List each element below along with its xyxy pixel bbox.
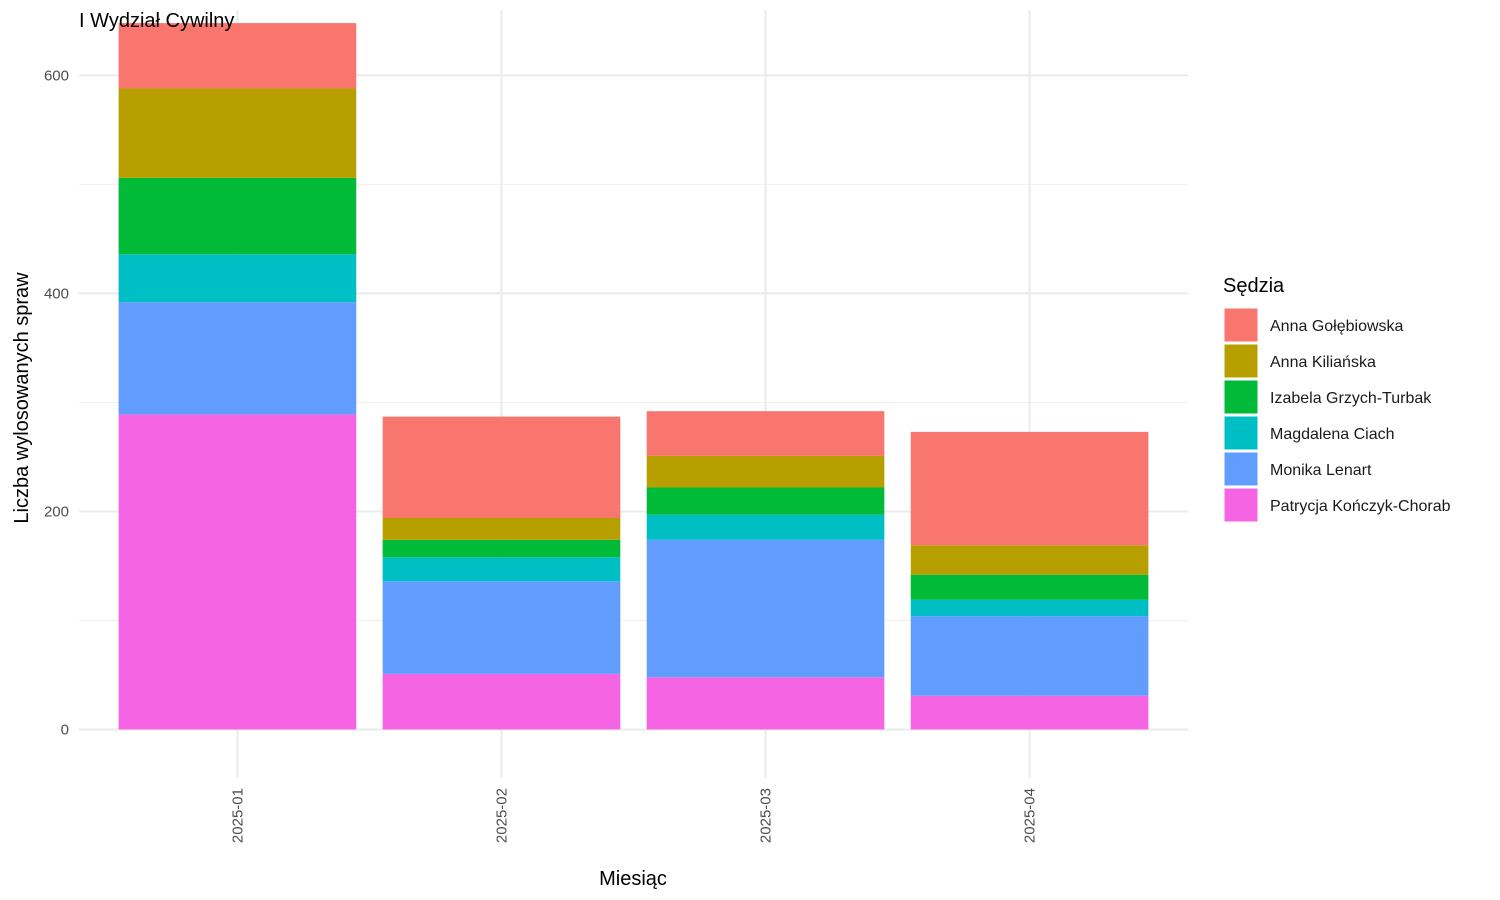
bar-segment	[910, 574, 1149, 600]
chart-title: I Wydział Cywilny	[79, 10, 234, 32]
bar-segment	[382, 673, 621, 730]
bar-segment	[910, 599, 1149, 617]
bar-segment	[646, 487, 885, 515]
legend-swatch	[1223, 343, 1259, 379]
y-tick-label: 400	[44, 285, 69, 302]
legend-swatch	[1223, 379, 1259, 415]
bar-segment	[382, 416, 621, 519]
x-axis-title: Miesiąc	[599, 868, 667, 890]
legend-title: Sędzia	[1223, 275, 1285, 297]
bar-segment	[646, 455, 885, 488]
legend-label: Patrycja Kończyk-Chorab	[1270, 498, 1451, 515]
y-tick-label: 0	[61, 721, 69, 738]
legend-items: Anna Gołębiowska Anna Kiliańska Izabela Gr…	[1223, 307, 1451, 523]
x-tick-labels: 2025-01 2025-02 2025-03 2025-04	[229, 788, 1038, 843]
bar-segment	[382, 557, 621, 582]
bar-segment	[646, 411, 885, 456]
y-tick-labels: 0 200 400 600	[44, 67, 69, 738]
bar-segment	[646, 539, 885, 678]
y-tick-label: 600	[44, 67, 69, 84]
legend-swatch	[1223, 307, 1259, 343]
bar-segment	[910, 431, 1149, 546]
bar-segment	[910, 695, 1149, 730]
x-tick-label: 2025-02	[493, 788, 510, 843]
x-tick-label: 2025-04	[1022, 788, 1039, 843]
bar-segment	[118, 302, 357, 415]
x-tick-label: 2025-03	[758, 788, 775, 843]
legend-label: Anna Gołębiowska	[1270, 318, 1404, 335]
legend-label: Monika Lenart	[1270, 462, 1372, 479]
legend-label: Anna Kiliańska	[1270, 354, 1376, 371]
bar-segment	[646, 677, 885, 730]
bar-segment	[118, 177, 357, 255]
legend-label: Magdalena Ciach	[1270, 426, 1395, 443]
bar-segment	[382, 581, 621, 674]
bar-segment	[118, 414, 357, 730]
bar-segment	[910, 545, 1149, 575]
bar-segment	[646, 514, 885, 540]
bar-segment	[910, 616, 1149, 696]
legend-label: Izabela Grzych-Turbak	[1270, 390, 1432, 407]
x-tick-label: 2025-01	[229, 788, 246, 843]
legend-swatch	[1223, 487, 1259, 523]
y-axis-title: Liczba wylosowanych spraw	[11, 272, 33, 524]
bar-segment	[118, 254, 357, 303]
legend: Sędzia Anna Gołębiowska Anna Kiliańska Iza…	[1223, 275, 1451, 523]
bars	[118, 23, 1149, 730]
bar-segment	[382, 539, 621, 558]
bar-segment	[118, 88, 357, 178]
legend-swatch	[1223, 451, 1259, 487]
legend-swatch	[1223, 415, 1259, 451]
bar-segment	[118, 23, 357, 89]
bar-segment	[382, 518, 621, 540]
y-tick-label: 200	[44, 503, 69, 520]
